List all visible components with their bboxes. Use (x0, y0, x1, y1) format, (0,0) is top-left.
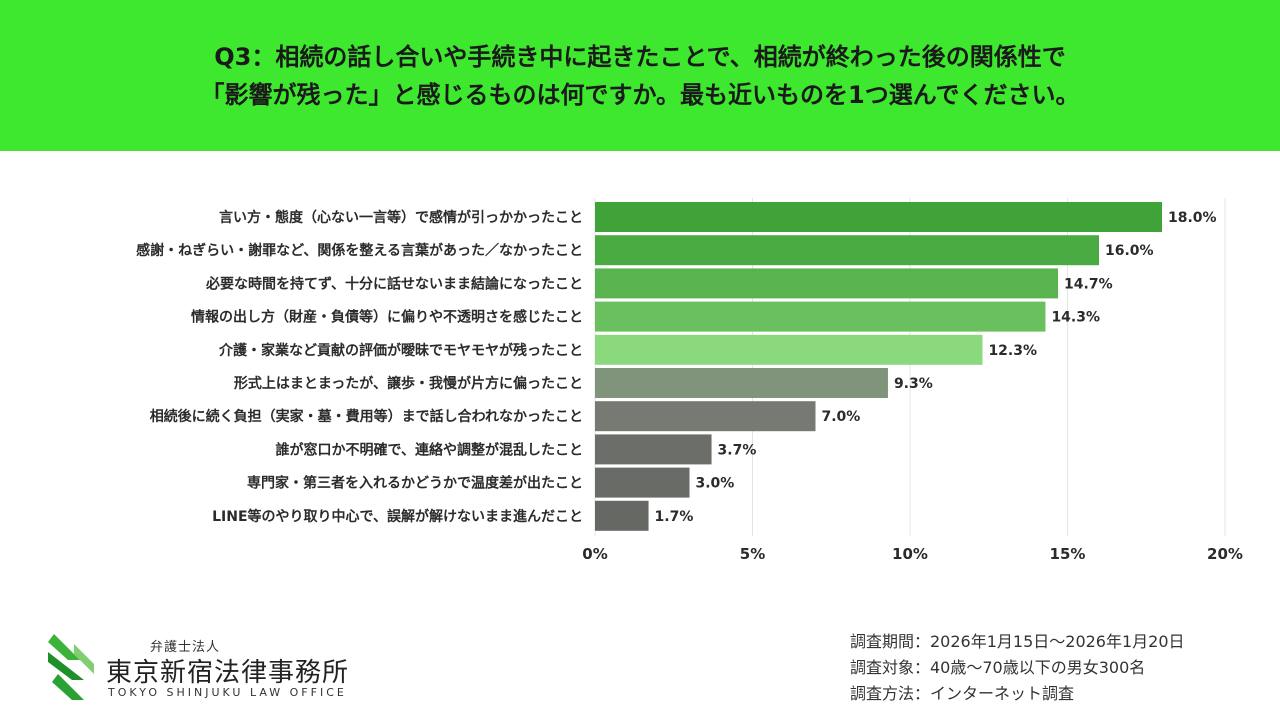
category-label: 言い方・態度（心ない一言等）で感情が引っかかったこと (219, 209, 583, 226)
x-tick-label: 20% (1207, 545, 1243, 563)
category-label: 相続後に続く負担（実家・墓・費用等）まで話し合われなかったこと (150, 408, 583, 425)
law-office-logo: 弁護士法人 東京新宿法律事務所 TOKYO SHINJUKU LAW OFFIC… (44, 630, 364, 705)
value-label: 12.3% (988, 343, 1037, 359)
survey-target: 調査対象：40歳〜70歳以下の男女300名 (850, 658, 1146, 677)
question-line-2: 「影響が残った」と感じるものは何ですか。最も近いものを1つ選んでください。 (200, 80, 1080, 109)
survey-method: 調査方法：インターネット調査 (850, 684, 1075, 703)
x-tick-label: 10% (892, 545, 928, 563)
value-label: 9.3% (894, 376, 933, 392)
x-tick-label: 15% (1050, 545, 1086, 563)
category-label: 専門家・第三者を入れるかどうかで温度差が出たこと (247, 475, 583, 492)
logo-subtitle: 弁護士法人 (150, 640, 221, 655)
bar (595, 334, 983, 365)
category-label: 誰が窓口か不明確で、連絡や調整が混乱したこと (276, 441, 583, 458)
category-label: LINE等のやり取り中心で、誤解が解けないまま進んだこと (212, 508, 583, 525)
logo-name: 東京新宿法律事務所 (106, 658, 350, 688)
bar-chart: 言い方・態度（心ない一言等）で感情が引っかかったこと 18.0% 感謝・ねぎらい・謝… (136, 198, 1243, 563)
question-line-1: Q3：相続の話し合いや手続き中に起きたことで、相続が終わった後の関係性で (214, 42, 1066, 71)
value-label: 3.7% (718, 442, 757, 458)
category-label: 介護・家業など貢献の評価が曖昧でモヤモヤが残ったこと (218, 342, 583, 359)
bar (595, 500, 649, 531)
survey-period: 調査期間：2026年1月15日〜2026年1月20日 (850, 632, 1185, 651)
category-label: 形式上はまとまったが、譲歩・我慢が片方に偏ったこと (234, 375, 583, 392)
value-label: 7.0% (822, 409, 861, 425)
value-label: 1.7% (655, 509, 694, 525)
law-office-emblem-icon (48, 634, 94, 700)
value-label: 3.0% (696, 476, 735, 492)
category-label: 情報の出し方（財産・負債等）に偏りや不透明さを感じたこと (191, 309, 583, 326)
bar (595, 301, 1046, 332)
bar (595, 401, 816, 432)
logo-english-name: TOKYO SHINJUKU LAW OFFICE (108, 686, 347, 699)
bar (595, 235, 1099, 266)
x-tick-label: 5% (740, 545, 765, 563)
survey-info: 調査期間：2026年1月15日〜2026年1月20日 調査対象：40歳〜70歳以… (850, 629, 1185, 707)
bar (595, 434, 712, 465)
bar (595, 202, 1162, 232)
bar (595, 368, 888, 398)
value-label: 14.3% (1051, 310, 1100, 326)
category-label: 感謝・ねぎらい・謝罪など、関係を整える言葉があった／なかったこと (136, 242, 583, 259)
category-label: 必要な時間を持てず、十分に話せないまま結論になったこと (205, 275, 583, 292)
x-tick-label: 0% (582, 545, 607, 563)
bar (595, 467, 690, 498)
bar (595, 268, 1059, 299)
value-label: 16.0% (1105, 243, 1154, 259)
value-label: 14.7% (1064, 276, 1113, 292)
value-label: 18.0% (1168, 210, 1217, 226)
question-header: Q3：相続の話し合いや手続き中に起きたことで、相続が終わった後の関係性で 「影響… (0, 0, 1280, 151)
